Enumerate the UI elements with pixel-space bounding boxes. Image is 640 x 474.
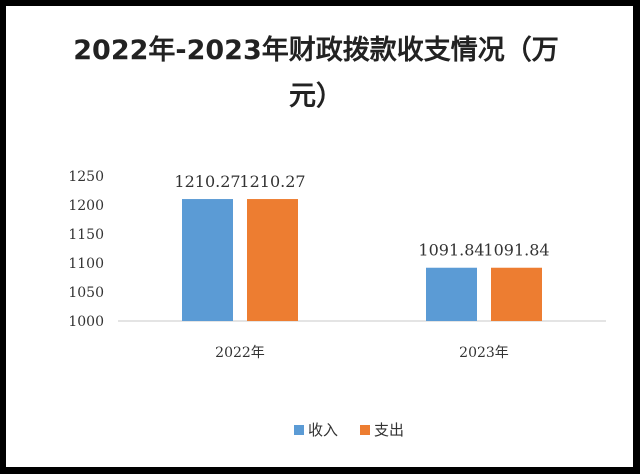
bar-1-0 xyxy=(247,199,298,321)
y-tick-label-5: 1250 xyxy=(68,169,104,185)
chart-area: 2022年-2023年财政拨款收支情况（万元） xyxy=(6,6,633,467)
y-tick-label-4: 1200 xyxy=(68,198,104,214)
chart-title: 2022年-2023年财政拨款收支情况（万元） xyxy=(73,35,559,112)
x-tick-label-0: 2022年 xyxy=(215,345,265,361)
y-tick-label-0: 1000 xyxy=(68,314,104,330)
x-tick-label-1: 2023年 xyxy=(459,345,509,361)
legend-swatch-0 xyxy=(294,425,304,435)
data-label-0-0: 1210.27 xyxy=(174,172,240,191)
data-label-1-1: 1091.84 xyxy=(483,241,549,260)
legend-label-1: 支出 xyxy=(374,421,404,439)
data-label-0-1: 1091.84 xyxy=(418,241,484,260)
legend-swatch-1 xyxy=(360,425,370,435)
bar-0-0 xyxy=(182,199,233,321)
bar-0-1 xyxy=(426,267,477,321)
data-label-1-0: 1210.27 xyxy=(239,172,305,191)
y-tick-label-3: 1150 xyxy=(68,227,104,243)
y-tick-label-2: 1100 xyxy=(68,256,104,272)
legend-label-0: 收入 xyxy=(308,421,338,439)
y-tick-label-1: 1050 xyxy=(68,285,104,301)
bar-1-1 xyxy=(491,267,542,321)
